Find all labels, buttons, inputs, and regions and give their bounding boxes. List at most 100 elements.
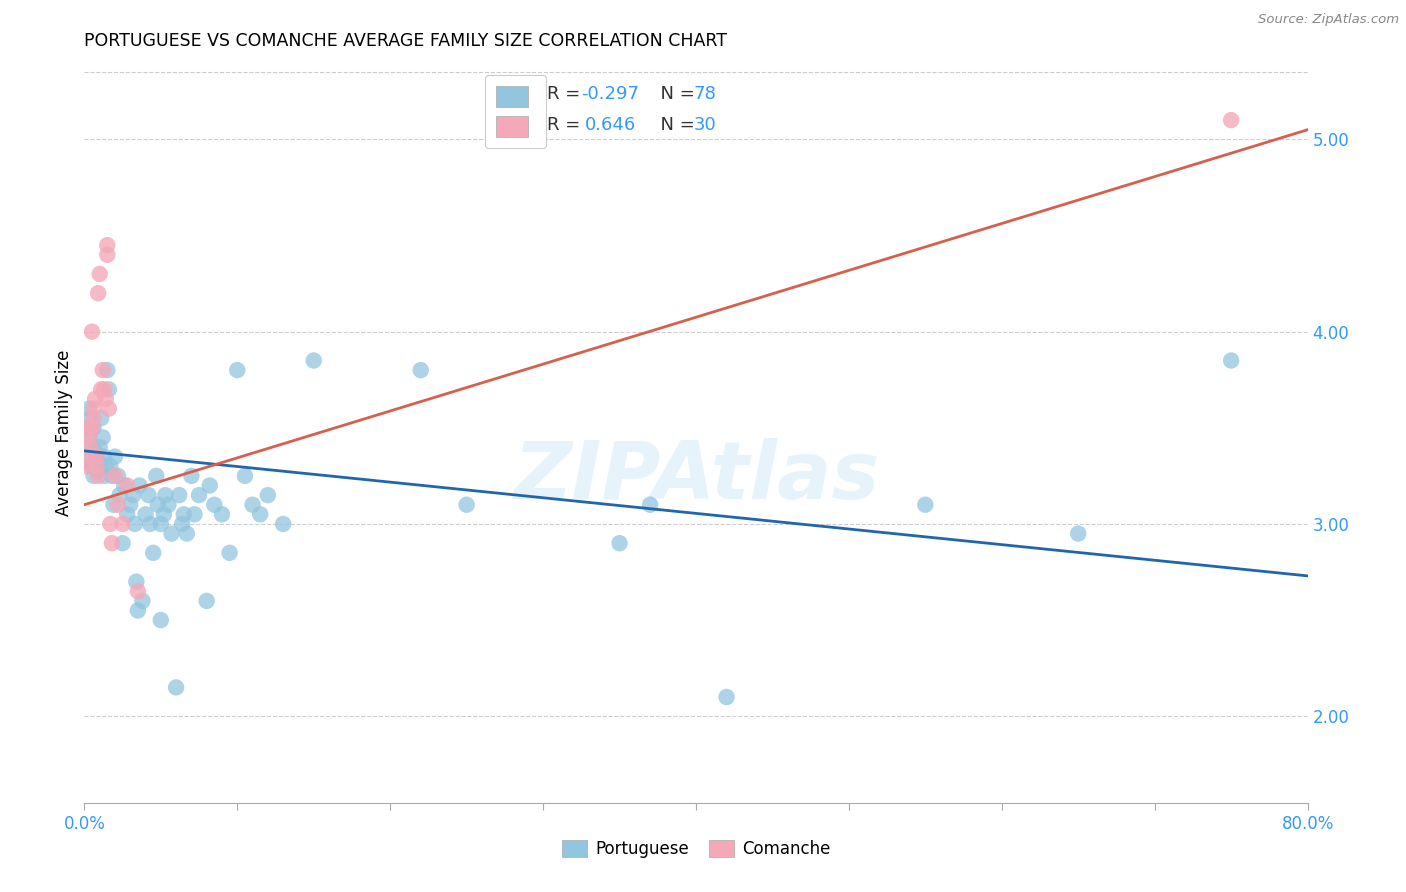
Point — [103, 498, 125, 512]
Point — [79, 411, 101, 425]
Point — [127, 603, 149, 617]
Text: R =: R = — [547, 116, 592, 135]
Point — [93, 382, 115, 396]
Point — [80, 459, 103, 474]
Text: ZIPAtlas: ZIPAtlas — [513, 438, 879, 516]
Point — [87, 469, 110, 483]
Text: 78: 78 — [693, 85, 717, 103]
Legend: Portuguese, Comanche: Portuguese, Comanche — [555, 833, 837, 865]
Point — [80, 421, 103, 435]
Point — [180, 469, 202, 483]
Point — [149, 516, 172, 531]
Point — [77, 401, 100, 416]
Point — [135, 508, 157, 522]
Point — [89, 267, 111, 281]
Point — [257, 488, 280, 502]
Point — [115, 478, 138, 492]
Point — [198, 478, 221, 492]
Point — [716, 690, 738, 704]
Point — [142, 546, 165, 560]
Point — [211, 508, 233, 522]
Point — [87, 463, 110, 477]
Point — [409, 363, 432, 377]
Point — [93, 469, 115, 483]
Point — [83, 401, 105, 416]
Point — [128, 478, 150, 492]
Point — [125, 574, 148, 589]
Point — [167, 488, 190, 502]
Point — [91, 363, 114, 377]
Point — [107, 469, 129, 483]
Point — [96, 238, 118, 252]
Point — [80, 325, 103, 339]
Point — [242, 498, 264, 512]
Point — [112, 478, 135, 492]
Point — [111, 516, 134, 531]
Point — [90, 382, 112, 396]
Point — [83, 421, 105, 435]
Text: 30: 30 — [693, 116, 716, 135]
Point — [1067, 526, 1090, 541]
Point — [83, 469, 105, 483]
Text: R =: R = — [547, 85, 586, 103]
Point — [87, 286, 110, 301]
Point — [104, 450, 127, 464]
Point — [104, 469, 127, 483]
Point — [107, 498, 129, 512]
Point — [97, 382, 120, 396]
Point — [84, 392, 107, 406]
Point — [96, 248, 118, 262]
Point — [218, 546, 240, 560]
Point — [157, 498, 180, 512]
Y-axis label: Average Family Size: Average Family Size — [55, 350, 73, 516]
Point — [83, 411, 105, 425]
Point — [122, 488, 145, 502]
Point — [91, 430, 114, 444]
Point — [160, 526, 183, 541]
Point — [86, 459, 108, 474]
Point — [108, 488, 131, 502]
Text: PORTUGUESE VS COMANCHE AVERAGE FAMILY SIZE CORRELATION CHART: PORTUGUESE VS COMANCHE AVERAGE FAMILY SI… — [84, 32, 727, 50]
Point — [90, 411, 112, 425]
Point — [226, 363, 249, 377]
Point — [914, 498, 936, 512]
Point — [139, 516, 162, 531]
Point — [176, 526, 198, 541]
Point — [115, 508, 138, 522]
Point — [86, 450, 108, 464]
Point — [86, 459, 108, 474]
Point — [96, 363, 118, 377]
Point — [233, 469, 256, 483]
Text: Source: ZipAtlas.com: Source: ZipAtlas.com — [1258, 13, 1399, 27]
Point — [127, 584, 149, 599]
Point — [77, 430, 100, 444]
Point — [149, 613, 172, 627]
Point — [77, 421, 100, 435]
Point — [101, 469, 124, 483]
Point — [124, 516, 146, 531]
Point — [155, 488, 177, 502]
Point — [94, 392, 117, 406]
Point — [75, 453, 97, 467]
Point — [302, 353, 325, 368]
Point — [271, 516, 294, 531]
Point — [202, 498, 225, 512]
Point — [98, 459, 121, 474]
Point — [146, 498, 169, 512]
Point — [1220, 353, 1243, 368]
Text: -0.297: -0.297 — [581, 85, 638, 103]
Point — [172, 516, 194, 531]
Point — [131, 594, 153, 608]
Text: N =: N = — [650, 116, 702, 135]
Point — [94, 459, 117, 474]
Point — [138, 488, 160, 502]
Text: N =: N = — [650, 85, 702, 103]
Point — [80, 440, 103, 454]
Point — [76, 450, 98, 464]
Point — [188, 488, 211, 502]
Point — [638, 498, 661, 512]
Point — [98, 516, 121, 531]
Point — [76, 421, 98, 435]
Point — [1220, 113, 1243, 128]
Point — [173, 508, 195, 522]
